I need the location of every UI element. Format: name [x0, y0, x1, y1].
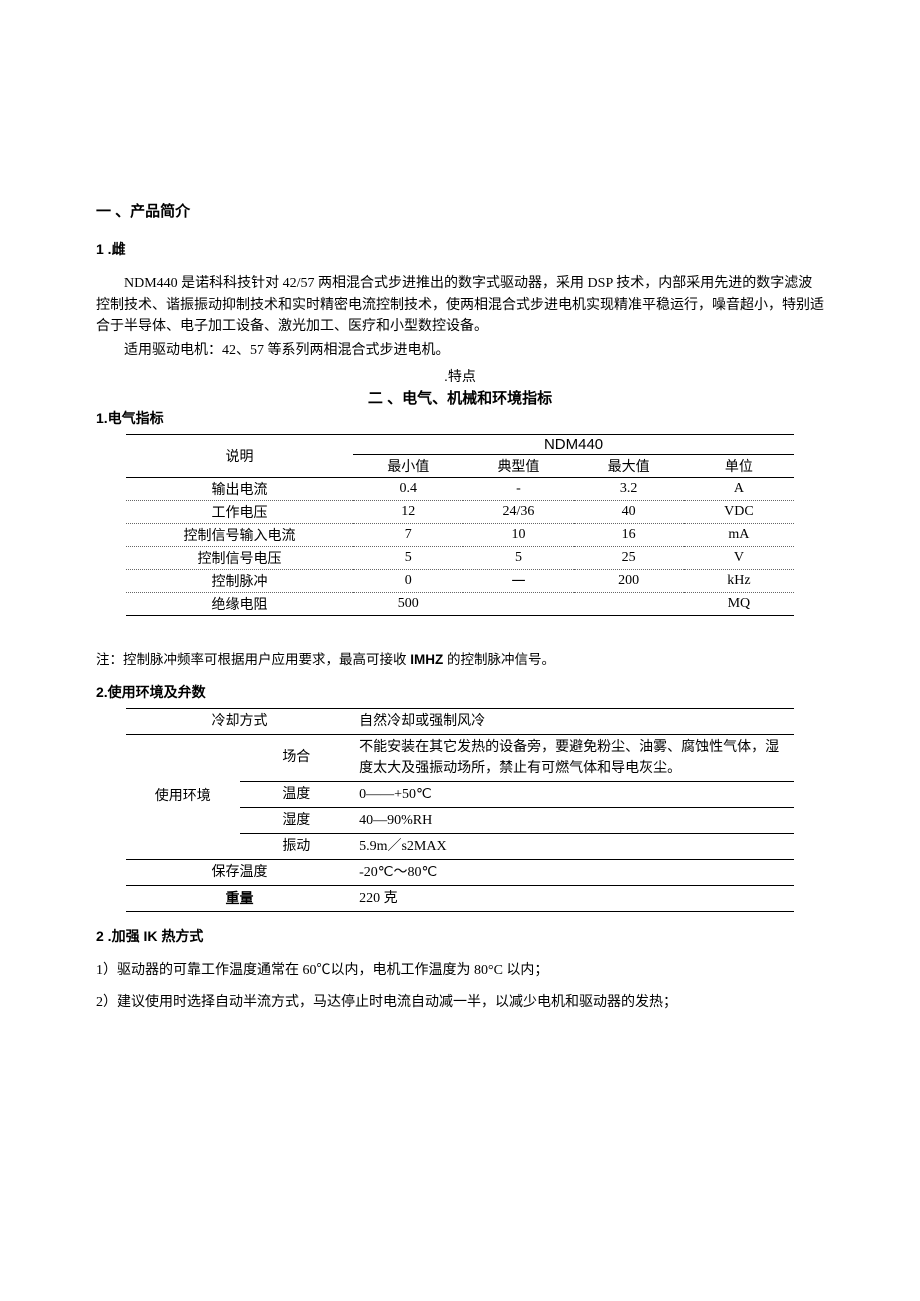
th-model: NDM440 — [353, 434, 794, 454]
table-row: 控制信号输入电流 7 10 16 mA — [126, 523, 794, 546]
th-min: 最小值 — [353, 454, 463, 477]
cell-typ: - — [463, 477, 573, 500]
cell-min: 500 — [353, 592, 463, 615]
cell-name: 绝缘电阻 — [126, 592, 353, 615]
cell-vib-label: 振动 — [240, 833, 354, 859]
table-row: 保存温度 -20℃～80℃ — [126, 859, 794, 885]
cell-max: 25 — [574, 546, 684, 569]
table-row: 冷却方式 自然冷却或强制风冷 — [126, 708, 794, 734]
intro-paragraphs: NDM440 是诺科科技针对 42/57 两相混合式步进推出的数字式驱动器，采用… — [96, 273, 824, 362]
cell-unit: V — [684, 546, 794, 569]
table-row: 控制脉冲 0 一 200 kHz — [126, 569, 794, 592]
cell-typ: 10 — [463, 523, 573, 546]
heading-product-intro: 一 、产品简介 — [96, 200, 824, 221]
cell-storage-val: -20℃～80℃ — [353, 859, 794, 885]
note-suffix: 的控制脉冲信号。 — [443, 652, 555, 667]
cell-name: 控制信号电压 — [126, 546, 353, 569]
heating-line-1: 1）驱动器的可靠工作温度通常在 60℃以内，电机工作温度为 80°C 以内； — [96, 960, 824, 982]
electrical-spec-table: 说明 NDM440 最小值 典型值 最大值 单位 输出电流 0.4 - 3.2 … — [126, 434, 794, 616]
cell-max — [574, 592, 684, 615]
cell-name: 控制信号输入电流 — [126, 523, 353, 546]
cell-unit: MQ — [684, 592, 794, 615]
cell-occasion-label: 场合 — [240, 734, 354, 781]
cell-vib-val: 5.9m／s2MAX — [353, 833, 794, 859]
intro-para-2: 适用驱动电机：42、57 等系列两相混合式步进电机。 — [96, 340, 824, 362]
cell-typ: 一 — [463, 569, 573, 592]
cell-min: 12 — [353, 500, 463, 523]
cell-name: 输出电流 — [126, 477, 353, 500]
cell-unit: A — [684, 477, 794, 500]
intro-para-1: NDM440 是诺科科技针对 42/57 两相混合式步进推出的数字式驱动器，采用… — [96, 273, 824, 338]
cell-temp-label: 温度 — [240, 781, 354, 807]
feature-line: .特点 — [96, 366, 824, 387]
cell-weight-val: 220 克 — [353, 885, 794, 911]
table-row: 使用环境 场合 不能安装在其它发热的设备旁，要避免粉尘、油雾、腐蚀性气体，湿度太… — [126, 734, 794, 781]
table-row: 绝缘电阻 500 MQ — [126, 592, 794, 615]
th-max: 最大值 — [574, 454, 684, 477]
cell-max: 16 — [574, 523, 684, 546]
cell-env-label: 使用环境 — [126, 734, 240, 859]
cell-unit: mA — [684, 523, 794, 546]
note-prefix: 注：控制脉冲频率可根据用户应用要求，最高可接收 — [96, 652, 410, 667]
cell-max: 3.2 — [574, 477, 684, 500]
table-row: 重量 220 克 — [126, 885, 794, 911]
cell-temp-val: 0——+50℃ — [353, 781, 794, 807]
heating-line-2: 2）建议使用时选择自动半流方式，马达停止时电流自动减一半，以减少电机和驱动器的发… — [96, 992, 824, 1014]
cell-cooling-val: 自然冷却或强制风冷 — [353, 708, 794, 734]
heading-env-spec: 2.使用环境及弁数 — [96, 682, 824, 702]
heading-elec-spec: 1.电气指标 — [96, 408, 824, 428]
cell-typ — [463, 592, 573, 615]
th-unit: 单位 — [684, 454, 794, 477]
cell-cooling-label: 冷却方式 — [126, 708, 353, 734]
heading-heating: 2 .加强 IK 热方式 — [96, 926, 824, 946]
cell-storage-label: 保存温度 — [126, 859, 353, 885]
table-row: 工作电压 12 24/36 40 VDC — [126, 500, 794, 523]
cell-name: 控制脉冲 — [126, 569, 353, 592]
th-desc: 说明 — [126, 434, 353, 477]
cell-humid-val: 40—90%RH — [353, 807, 794, 833]
cell-min: 7 — [353, 523, 463, 546]
environment-table: 冷却方式 自然冷却或强制风冷 使用环境 场合 不能安装在其它发热的设备旁，要避免… — [126, 708, 794, 912]
note-line: 注：控制脉冲频率可根据用户应用要求，最高可接收 IMHZ 的控制脉冲信号。 — [96, 648, 824, 668]
note-bold: IMHZ — [410, 652, 443, 667]
cell-min: 5 — [353, 546, 463, 569]
heading-elec-mech-env: 二 、电气、机械和环境指标 — [96, 387, 824, 408]
th-typ: 典型值 — [463, 454, 573, 477]
cell-max: 200 — [574, 569, 684, 592]
electrical-spec-table-wrap: 说明 NDM440 最小值 典型值 最大值 单位 输出电流 0.4 - 3.2 … — [126, 434, 794, 616]
cell-min: 0 — [353, 569, 463, 592]
cell-humid-label: 湿度 — [240, 807, 354, 833]
table-row: 输出电流 0.4 - 3.2 A — [126, 477, 794, 500]
cell-typ: 24/36 — [463, 500, 573, 523]
cell-typ: 5 — [463, 546, 573, 569]
cell-max: 40 — [574, 500, 684, 523]
heading-sub-1-1: 1 .雌 — [96, 239, 824, 259]
cell-unit: kHz — [684, 569, 794, 592]
table-row: 控制信号电压 5 5 25 V — [126, 546, 794, 569]
page-container: 一 、产品简介 1 .雌 NDM440 是诺科科技针对 42/57 两相混合式步… — [0, 0, 920, 1121]
cell-name: 工作电压 — [126, 500, 353, 523]
cell-occasion-val: 不能安装在其它发热的设备旁，要避免粉尘、油雾、腐蚀性气体，湿度太大及强振动场所，… — [353, 734, 794, 781]
cell-unit: VDC — [684, 500, 794, 523]
cell-weight-label: 重量 — [126, 885, 353, 911]
environment-table-wrap: 冷却方式 自然冷却或强制风冷 使用环境 场合 不能安装在其它发热的设备旁，要避免… — [126, 708, 794, 912]
cell-min: 0.4 — [353, 477, 463, 500]
